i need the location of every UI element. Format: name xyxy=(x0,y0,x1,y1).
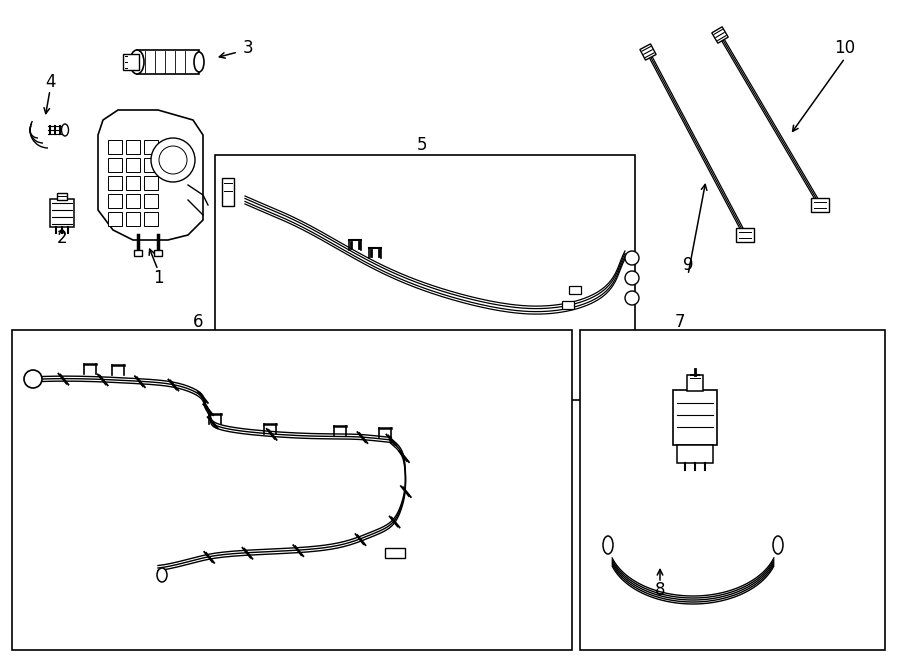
Text: 1: 1 xyxy=(153,269,163,287)
Bar xyxy=(126,176,140,190)
Ellipse shape xyxy=(157,568,167,582)
Bar xyxy=(50,199,74,227)
Ellipse shape xyxy=(603,536,613,554)
Bar xyxy=(144,140,158,154)
Circle shape xyxy=(159,146,187,174)
Bar xyxy=(144,194,158,208)
Bar xyxy=(108,176,122,190)
Circle shape xyxy=(625,291,639,305)
Bar xyxy=(222,178,234,206)
Circle shape xyxy=(625,271,639,285)
Bar xyxy=(12,330,572,650)
Text: 2: 2 xyxy=(57,229,68,247)
Bar xyxy=(144,212,158,226)
Bar xyxy=(144,176,158,190)
Polygon shape xyxy=(98,110,203,240)
Ellipse shape xyxy=(773,536,783,554)
Ellipse shape xyxy=(61,124,68,136)
Bar xyxy=(137,50,199,74)
Bar xyxy=(673,390,717,445)
Text: 4: 4 xyxy=(45,73,55,91)
Bar xyxy=(126,158,140,172)
Text: 6: 6 xyxy=(193,313,203,331)
Bar xyxy=(569,286,581,294)
Circle shape xyxy=(625,251,639,265)
Circle shape xyxy=(24,370,42,388)
Text: 7: 7 xyxy=(675,313,685,331)
Bar xyxy=(108,140,122,154)
Polygon shape xyxy=(712,27,728,43)
Bar xyxy=(108,212,122,226)
Bar xyxy=(57,193,67,200)
Text: 8: 8 xyxy=(655,581,665,599)
Bar xyxy=(811,198,829,212)
Bar xyxy=(385,548,405,558)
Ellipse shape xyxy=(130,50,144,74)
Bar xyxy=(562,301,574,309)
Bar xyxy=(687,375,703,391)
Bar xyxy=(580,330,885,650)
Ellipse shape xyxy=(194,52,204,72)
Bar xyxy=(108,194,122,208)
Bar xyxy=(215,155,635,400)
Bar xyxy=(126,194,140,208)
Text: 9: 9 xyxy=(683,256,693,274)
Bar xyxy=(677,445,713,463)
Text: 5: 5 xyxy=(417,136,428,154)
Circle shape xyxy=(151,138,195,182)
Text: 10: 10 xyxy=(834,39,856,57)
Bar xyxy=(126,212,140,226)
Bar xyxy=(736,228,754,242)
Bar xyxy=(154,250,162,256)
Bar xyxy=(108,158,122,172)
Polygon shape xyxy=(640,44,656,60)
Bar xyxy=(123,54,139,70)
Bar xyxy=(144,158,158,172)
Bar xyxy=(126,140,140,154)
Bar xyxy=(134,250,142,256)
Text: 3: 3 xyxy=(243,39,253,57)
